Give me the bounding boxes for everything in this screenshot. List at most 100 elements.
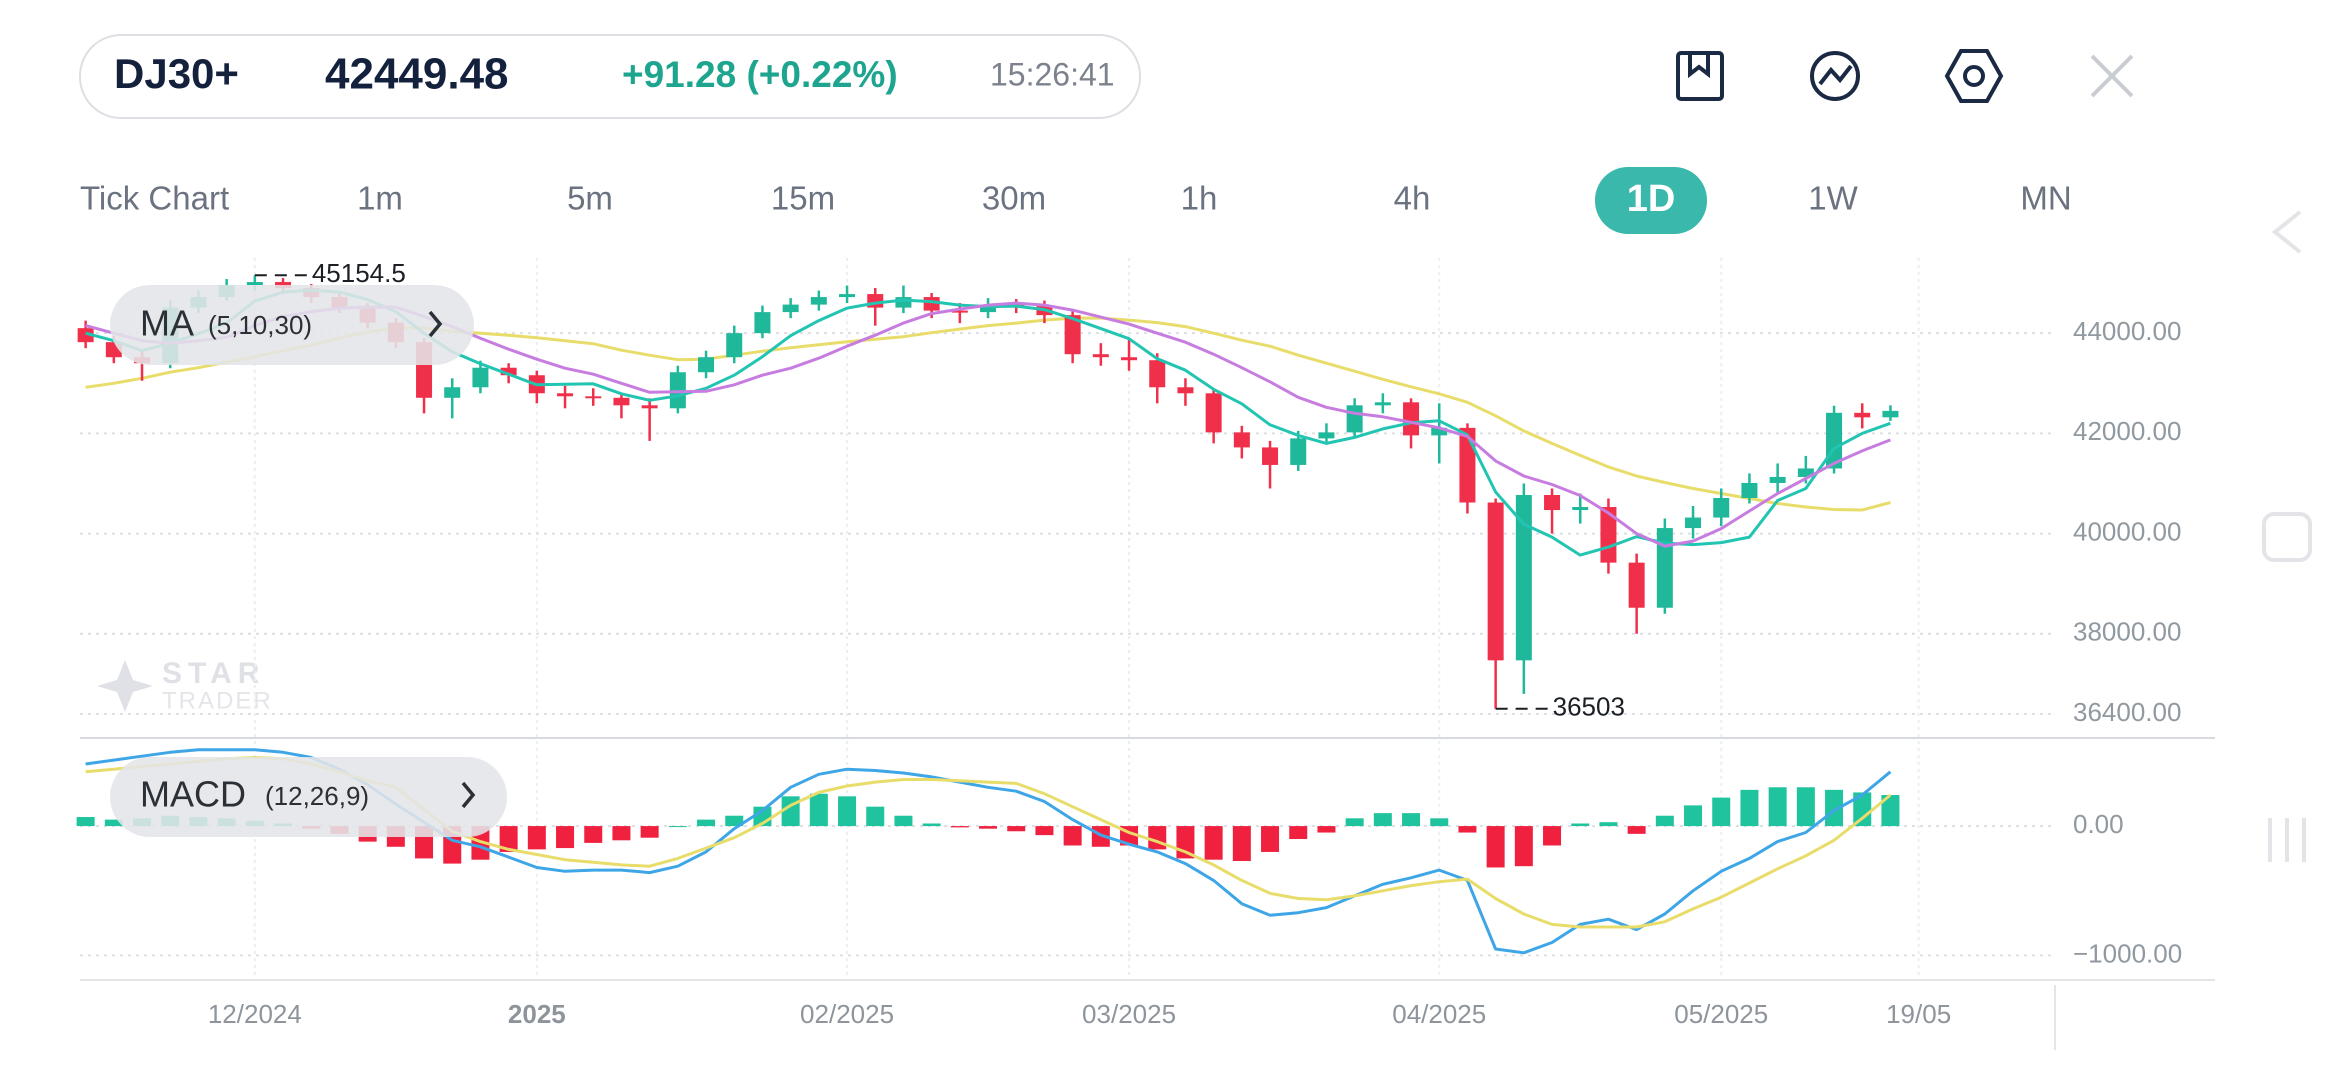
y-tick-label: 36400.00 <box>2073 697 2181 727</box>
candle-body <box>1515 494 1532 661</box>
histogram-bar <box>527 826 546 850</box>
candle-body <box>1769 476 1786 483</box>
histogram-bar <box>781 796 800 827</box>
histogram-bar <box>1712 797 1731 827</box>
y-tick-label: 42000.00 <box>2073 416 2181 446</box>
timeframe-button[interactable]: 1h <box>1181 180 1218 217</box>
min-price-label: 36503 <box>1553 692 1625 722</box>
candle-body <box>613 397 630 406</box>
watermark-line1: STAR <box>162 657 265 690</box>
indicator-icon[interactable] <box>1810 51 1860 101</box>
ma-label: MA <box>140 303 194 344</box>
candle-body <box>1459 427 1476 503</box>
watermark: STAR TRADER <box>97 657 273 714</box>
bookmark-icon[interactable] <box>1676 51 1724 101</box>
watermark-line2: TRADER <box>162 687 273 714</box>
histogram-bar <box>1655 815 1674 827</box>
candle-body <box>726 333 743 358</box>
price: 42449.48 <box>325 50 509 99</box>
histogram-bar <box>1007 826 1026 832</box>
histogram-bar <box>1063 826 1082 846</box>
histogram-bar <box>1514 826 1533 867</box>
candle-body <box>77 328 94 343</box>
home-icon[interactable] <box>2262 512 2312 562</box>
timeframe-button[interactable]: 30m <box>982 180 1046 217</box>
timeframe-button[interactable]: 1W <box>1808 180 1858 217</box>
active-timeframe-pill <box>1595 167 1707 234</box>
candle-body <box>1121 357 1138 361</box>
histogram-bar <box>1317 826 1336 833</box>
candle-body <box>1318 432 1335 439</box>
timeframe-button[interactable]: 5m <box>567 180 613 217</box>
histogram-bar <box>1740 789 1759 827</box>
candle-body <box>1628 562 1645 608</box>
histogram-bar <box>1627 826 1646 834</box>
max-price-label: 45154.5 <box>312 258 406 288</box>
histogram-bar <box>668 826 687 828</box>
ma-badge[interactable]: MA (5,10,30) <box>110 285 474 365</box>
histogram-bar <box>1853 792 1872 827</box>
histogram-bar <box>499 826 518 852</box>
candle-body <box>810 297 827 305</box>
histogram-bar <box>725 815 744 827</box>
candle-body <box>951 310 968 313</box>
candle-body <box>1149 360 1166 388</box>
x-tick-label: 02/2025 <box>800 999 894 1029</box>
y-tick-label: 40000.00 <box>2073 516 2181 546</box>
histogram-bar <box>76 817 95 827</box>
ma-params: (5,10,30) <box>208 310 312 340</box>
close-icon[interactable] <box>2090 54 2134 98</box>
y-tick-label: 0.00 <box>2073 809 2124 839</box>
histogram-bar <box>640 826 659 838</box>
histogram-bar <box>1402 813 1421 827</box>
candle-body <box>1233 432 1250 448</box>
candle-body <box>1487 502 1504 661</box>
candle-body <box>669 372 686 409</box>
candle-body <box>1290 438 1307 465</box>
histogram-bar <box>1148 826 1167 850</box>
macd-badge[interactable]: MACD (12,26,9) <box>110 757 507 837</box>
settings-icon[interactable] <box>1944 49 2004 103</box>
time: 15:26:41 <box>990 56 1115 92</box>
timeframe-button[interactable]: Tick Chart <box>80 180 229 217</box>
candle-body <box>754 312 771 334</box>
timeframe-button[interactable]: 4h <box>1394 180 1431 217</box>
candle-body <box>1262 447 1279 465</box>
timeframe-button[interactable]: 1D <box>1627 178 1676 220</box>
macd-label: MACD <box>140 774 246 815</box>
timeframe-button[interactable]: 15m <box>771 180 835 217</box>
candle-body <box>246 282 263 286</box>
candle-body <box>1854 412 1871 418</box>
candle-body <box>444 387 461 398</box>
y-tick-label: 44000.00 <box>2073 316 2181 346</box>
candle-body <box>472 367 489 388</box>
candle-body <box>500 367 517 376</box>
x-tick-label: 03/2025 <box>1082 999 1176 1029</box>
candle-body <box>1374 402 1391 406</box>
histogram-bar <box>809 793 828 827</box>
histogram-bar <box>1289 826 1308 840</box>
candle-body <box>1685 517 1702 529</box>
histogram-bar <box>1345 818 1364 827</box>
candle-body <box>1092 354 1109 358</box>
histogram-bar <box>1035 826 1054 836</box>
histogram-bar <box>838 796 857 827</box>
x-tick-label: 12/2024 <box>208 999 302 1029</box>
candle-body <box>1403 402 1420 436</box>
candle-body <box>1882 410 1899 418</box>
macd-params: (12,26,9) <box>265 781 369 811</box>
candle-body <box>1431 427 1448 436</box>
histogram-bar <box>1881 795 1900 827</box>
histogram-bar <box>950 826 969 828</box>
candle-body <box>980 304 997 313</box>
candle-body <box>923 297 940 311</box>
timeframe-button[interactable]: 1m <box>357 180 403 217</box>
timeframe-button[interactable]: MN <box>2020 180 2071 217</box>
candle-body <box>1346 405 1363 433</box>
histogram-bar <box>104 819 123 827</box>
back-icon[interactable] <box>2271 210 2302 254</box>
recents-icon[interactable] <box>2268 818 2306 862</box>
histogram-bar <box>697 819 716 827</box>
